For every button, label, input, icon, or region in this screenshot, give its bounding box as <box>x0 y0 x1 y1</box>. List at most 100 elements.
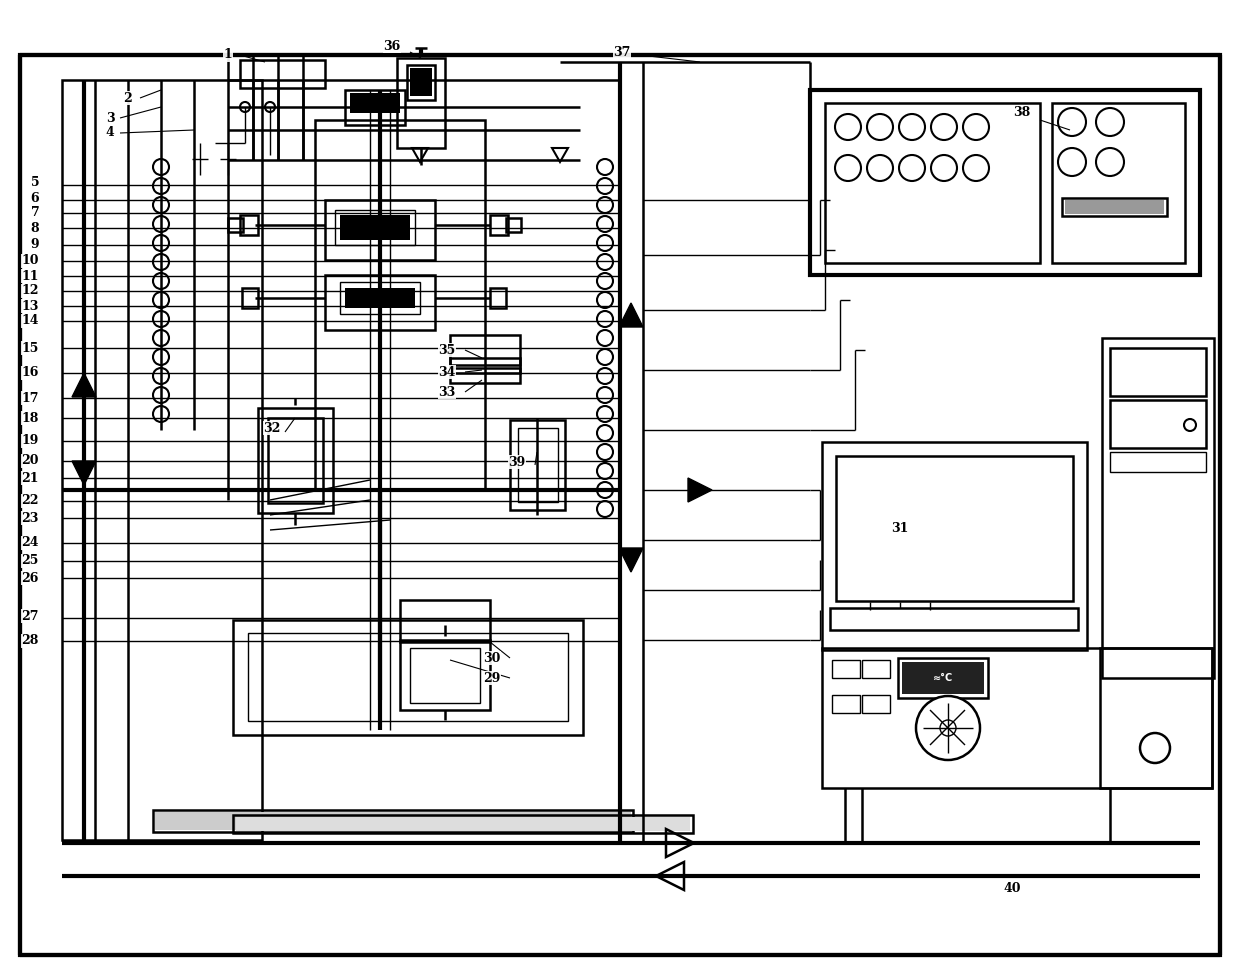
Circle shape <box>596 406 613 422</box>
Circle shape <box>596 501 613 517</box>
Bar <box>1052 103 1185 263</box>
Circle shape <box>153 197 169 213</box>
Bar <box>1110 452 1207 472</box>
Bar <box>241 215 258 235</box>
Bar <box>490 215 508 235</box>
Circle shape <box>153 406 169 422</box>
Circle shape <box>153 349 169 365</box>
Bar <box>836 456 1073 601</box>
Bar <box>518 428 558 502</box>
Bar <box>1061 198 1167 216</box>
Bar <box>1065 200 1164 214</box>
Circle shape <box>596 311 613 327</box>
Circle shape <box>1096 108 1123 136</box>
Text: 7: 7 <box>31 206 40 220</box>
Text: 38: 38 <box>1013 106 1030 119</box>
Text: 24: 24 <box>21 536 38 549</box>
Bar <box>248 633 568 721</box>
Circle shape <box>153 273 169 289</box>
Bar <box>155 812 631 830</box>
Bar <box>268 418 322 503</box>
Circle shape <box>596 368 613 384</box>
Text: 35: 35 <box>439 344 455 357</box>
Circle shape <box>241 102 250 112</box>
Circle shape <box>596 330 613 346</box>
Bar <box>506 218 521 232</box>
Circle shape <box>596 463 613 479</box>
Text: 31: 31 <box>892 522 909 534</box>
Text: 40: 40 <box>1003 881 1021 895</box>
Bar <box>407 65 435 100</box>
Circle shape <box>899 155 925 181</box>
Bar <box>401 640 490 710</box>
Text: 14: 14 <box>21 315 38 327</box>
Text: 27: 27 <box>21 610 38 622</box>
Bar <box>345 90 405 125</box>
Bar <box>1100 648 1211 788</box>
Bar <box>410 68 432 96</box>
Text: 13: 13 <box>21 300 38 313</box>
Bar <box>898 658 988 698</box>
Bar <box>810 90 1200 275</box>
Bar <box>490 288 506 308</box>
Text: 6: 6 <box>31 191 40 204</box>
Text: 22: 22 <box>21 494 38 507</box>
Bar <box>450 358 520 373</box>
Text: 21: 21 <box>21 472 38 485</box>
Text: 4: 4 <box>105 126 114 140</box>
Circle shape <box>153 216 169 232</box>
Bar <box>401 600 490 642</box>
Circle shape <box>835 114 861 140</box>
Circle shape <box>153 368 169 384</box>
Circle shape <box>596 159 613 175</box>
Text: 18: 18 <box>21 411 38 424</box>
Text: 3: 3 <box>105 111 114 124</box>
Circle shape <box>596 425 613 441</box>
Bar <box>410 648 480 703</box>
Bar <box>450 335 520 365</box>
Circle shape <box>1140 733 1171 763</box>
Bar <box>236 817 689 831</box>
Circle shape <box>596 387 613 403</box>
Bar <box>350 93 401 113</box>
Bar <box>233 620 583 735</box>
Text: 39: 39 <box>508 455 526 469</box>
Circle shape <box>153 330 169 346</box>
Text: 16: 16 <box>21 366 38 379</box>
Circle shape <box>596 178 613 194</box>
Circle shape <box>596 273 613 289</box>
Circle shape <box>931 114 957 140</box>
Text: 11: 11 <box>21 270 38 282</box>
Polygon shape <box>619 303 644 327</box>
Circle shape <box>153 235 169 251</box>
Bar <box>345 288 415 308</box>
Circle shape <box>596 216 613 232</box>
Bar <box>450 368 520 383</box>
Bar <box>315 120 485 490</box>
Circle shape <box>596 482 613 498</box>
Bar <box>901 662 985 694</box>
Bar <box>258 408 334 513</box>
Circle shape <box>153 311 169 327</box>
Bar <box>862 660 890 678</box>
Circle shape <box>1184 419 1197 431</box>
Text: 12: 12 <box>21 284 38 298</box>
Text: 20: 20 <box>21 454 38 468</box>
Circle shape <box>963 155 990 181</box>
Bar <box>822 648 1211 788</box>
Bar <box>335 210 415 245</box>
Bar <box>832 695 861 713</box>
Bar <box>832 660 861 678</box>
Bar <box>62 80 262 840</box>
Bar <box>1110 348 1207 396</box>
Text: 28: 28 <box>21 634 38 648</box>
Text: 8: 8 <box>31 222 40 234</box>
Circle shape <box>153 159 169 175</box>
Circle shape <box>596 292 613 308</box>
Circle shape <box>916 696 980 760</box>
Circle shape <box>835 155 861 181</box>
Bar <box>1110 400 1207 448</box>
Circle shape <box>596 444 613 460</box>
Bar <box>397 58 445 148</box>
Text: 9: 9 <box>31 238 40 251</box>
